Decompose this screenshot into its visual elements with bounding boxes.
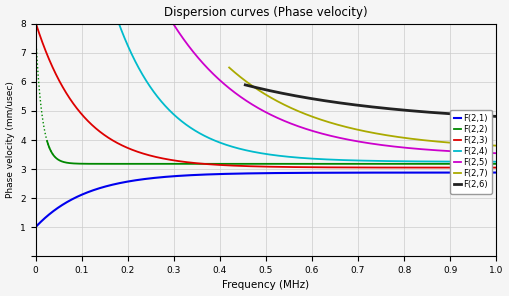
F(2,1): [493, 171, 499, 174]
F(2,7): [265, 94, 271, 98]
F(2,2): [493, 162, 499, 166]
Line: F(2,4): F(2,4): [114, 9, 496, 162]
F(2,7): [348, 126, 354, 130]
Line: F(2,6): F(2,6): [245, 85, 496, 116]
Title: Dispersion curves (Phase velocity): Dispersion curves (Phase velocity): [164, 6, 367, 19]
F(2,5): [161, 8, 167, 11]
F(2,4): [142, 77, 148, 81]
F(2,2): [44, 139, 50, 143]
Line: F(2,7): F(2,7): [229, 67, 496, 146]
F(2,1): [33, 225, 39, 228]
F(2,5): [348, 139, 354, 142]
F(2,2): [475, 162, 482, 166]
F(2,3): [209, 163, 215, 166]
F(2,7): [362, 129, 368, 133]
F(2,3): [493, 166, 499, 169]
F(2,1): [309, 171, 315, 175]
F(2,6): [242, 83, 248, 87]
F(2,2): [200, 162, 206, 166]
Line: F(2,2): F(2,2): [47, 141, 496, 164]
F(2,5): [493, 152, 499, 155]
Line: F(2,5): F(2,5): [164, 9, 496, 153]
F(2,3): [376, 166, 382, 169]
F(2,4): [374, 159, 380, 163]
F(2,7): [493, 144, 499, 147]
F(2,5): [181, 38, 187, 42]
F(2,2): [280, 162, 286, 166]
F(2,7): [251, 85, 257, 89]
F(2,6): [376, 106, 382, 110]
F(2,6): [412, 109, 418, 113]
F(2,5): [240, 97, 246, 100]
F(2,1): [117, 181, 123, 185]
F(2,3): [33, 21, 39, 25]
F(2,2): [347, 162, 353, 166]
F(2,2): [227, 162, 233, 166]
F(2,4): [111, 8, 117, 11]
F(2,1): [411, 171, 417, 174]
F(2,7): [226, 66, 232, 69]
F(2,7): [461, 142, 467, 145]
F(2,5): [353, 139, 359, 143]
F(2,5): [225, 86, 232, 89]
Line: F(2,1): F(2,1): [36, 173, 496, 226]
Line: F(2,3): F(2,3): [36, 23, 496, 168]
F(2,3): [309, 165, 315, 169]
F(2,6): [249, 85, 255, 88]
F(2,2): [472, 162, 478, 166]
F(2,4): [493, 160, 499, 163]
F(2,3): [411, 166, 417, 169]
F(2,4): [273, 154, 279, 157]
F(2,6): [303, 96, 309, 99]
F(2,1): [376, 171, 382, 174]
F(2,2): [67, 161, 73, 165]
Y-axis label: Phase velocity (mm/usec): Phase velocity (mm/usec): [6, 82, 15, 198]
X-axis label: Frequency (MHz): Frequency (MHz): [222, 280, 309, 290]
Legend: F(2,1), F(2,2), F(2,3), F(2,4), F(2,5), F(2,7), F(2,6): F(2,1), F(2,2), F(2,3), F(2,4), F(2,5), …: [450, 110, 492, 194]
F(2,4): [489, 160, 495, 163]
F(2,4): [114, 15, 120, 18]
F(2,1): [209, 173, 215, 176]
F(2,7): [307, 114, 313, 118]
F(2,1): [332, 171, 338, 174]
F(2,6): [281, 92, 287, 95]
F(2,3): [332, 166, 338, 169]
F(2,6): [493, 115, 499, 118]
F(2,5): [331, 135, 337, 138]
F(2,6): [307, 96, 313, 100]
F(2,3): [117, 142, 123, 146]
F(2,4): [489, 160, 495, 163]
